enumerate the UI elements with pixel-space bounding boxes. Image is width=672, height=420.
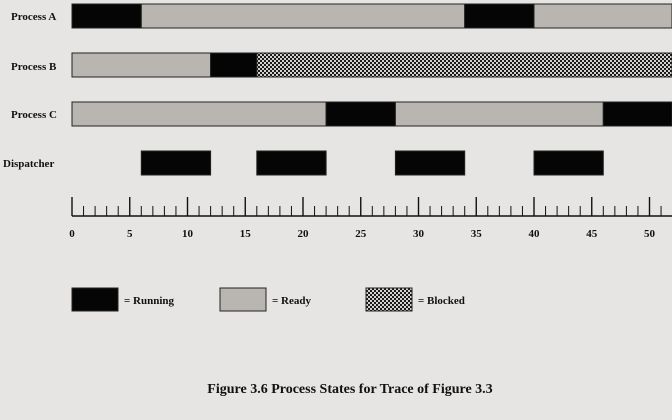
axis-tick-label: 25 [355, 228, 367, 240]
bar-process-b-ready-0 [71, 52, 212, 78]
axis-tick-label: 30 [413, 228, 425, 240]
legend-swatch-ready [219, 287, 267, 312]
row-label-process-a: Process A [11, 11, 56, 23]
bar-process-a-running-2 [464, 3, 535, 29]
bar-process-c-ready-0 [71, 101, 327, 127]
axis-tick-label: 35 [471, 228, 483, 240]
axis-tick-label: 10 [182, 228, 194, 240]
legend-label-ready: = Ready [272, 295, 311, 307]
bar-dispatcher-running-1 [256, 150, 327, 176]
axis-tick-label: 50 [644, 228, 656, 240]
bar-process-c-running-3 [602, 101, 672, 127]
bar-process-a-running-0 [71, 3, 142, 29]
axis-tick-label: 45 [586, 228, 598, 240]
figure-caption: Figure 3.6 Process States for Trace of F… [207, 382, 492, 397]
row-label-process-c: Process C [11, 109, 57, 121]
row-label-dispatcher: Dispatcher [3, 158, 54, 170]
bar-process-a-ready-3 [533, 3, 672, 29]
axis-tick-label: 20 [298, 228, 310, 240]
bar-process-b-running-1 [210, 52, 258, 78]
bar-process-a-ready-1 [140, 3, 466, 29]
axis-tick-label: 15 [240, 228, 252, 240]
bar-process-c-running-1 [325, 101, 396, 127]
bar-dispatcher-running-3 [533, 150, 604, 176]
bar-process-c-ready-2 [394, 101, 604, 127]
axis-tick-label: 5 [127, 228, 133, 240]
timeline-bars [71, 3, 672, 176]
bar-dispatcher-running-0 [140, 150, 212, 176]
row-label-process-b: Process B [11, 61, 57, 73]
legend-label-running: = Running [124, 295, 174, 307]
legend: = Running = Ready = Blocked [71, 287, 465, 312]
legend-swatch-running [71, 287, 119, 312]
time-axis: 0 5 10 15 20 25 30 35 40 45 50 [69, 197, 672, 240]
axis-tick-label: 40 [529, 228, 541, 240]
legend-swatch-blocked [365, 287, 413, 312]
legend-label-blocked: = Blocked [418, 295, 465, 307]
bar-process-b-blocked-2 [256, 52, 672, 78]
axis-tick-label: 0 [69, 228, 75, 240]
bar-dispatcher-running-2 [394, 150, 466, 176]
